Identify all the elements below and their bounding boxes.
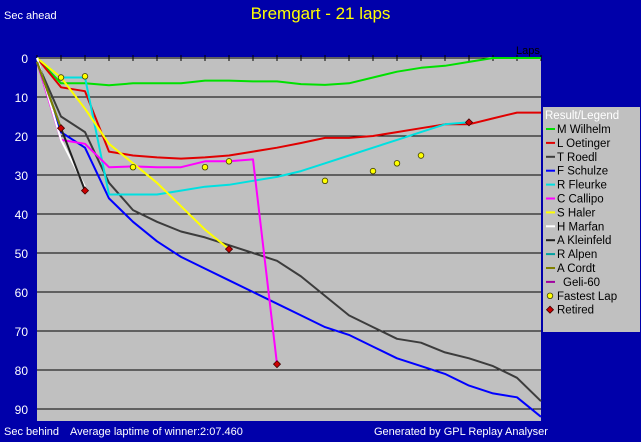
y-tick-label: 10	[15, 91, 29, 105]
series-line	[36, 61, 542, 402]
fastest-lap-marker	[81, 73, 89, 80]
generated-by: Generated by GPL Replay Analyser	[374, 426, 548, 438]
legend-retired-icon	[545, 305, 555, 314]
fastest-lap-marker	[369, 167, 377, 175]
series-line	[36, 57, 541, 87]
legend-box	[543, 107, 640, 332]
fastest-lap-marker	[417, 152, 425, 159]
y-tick-label: 30	[15, 169, 29, 183]
legend-entry: H Marfan	[557, 221, 604, 233]
y-tick-label: 50	[15, 247, 29, 261]
legend-entry: M Wilhelm	[557, 124, 611, 136]
fastest-lap-marker	[129, 163, 137, 171]
legend-entry: S Haler	[557, 207, 596, 219]
series-line	[36, 61, 62, 129]
legend-entry: F Schulze	[557, 166, 608, 178]
retired-marker	[272, 360, 282, 369]
y-tick-label: 40	[15, 208, 29, 222]
legend-entry: C Callipo	[557, 194, 604, 206]
average-laptime: Average laptime of winner:2:07.460	[70, 426, 243, 438]
retired-marker	[56, 124, 66, 133]
legend-title: Result/Legend	[545, 110, 619, 122]
retired-marker	[224, 245, 234, 254]
fastest-lap-marker	[57, 74, 65, 81]
fastest-lap-marker	[393, 160, 401, 167]
y-tick-label: 90	[15, 403, 29, 417]
retired-marker	[464, 118, 474, 127]
legend-fastest-lap-icon	[546, 292, 554, 299]
fastest-lap-marker	[321, 177, 329, 185]
series-line	[36, 61, 542, 418]
plot-area	[37, 57, 541, 421]
series-line	[36, 57, 470, 196]
y-tick-label: 80	[15, 364, 29, 378]
series-line	[36, 61, 278, 365]
retired-marker	[80, 186, 90, 195]
legend-entry: R Alpen	[557, 249, 597, 261]
legend-entry: Geli-60	[563, 277, 600, 289]
top-axis-label: Sec ahead	[4, 10, 57, 22]
chart-title: Bremgart - 21 laps	[250, 4, 391, 23]
y-tick-label: 0	[21, 52, 28, 66]
legend-entry: L Oetinger	[557, 138, 610, 150]
fastest-lap-marker	[201, 163, 209, 171]
legend-entry: A Cordt	[557, 263, 596, 275]
legend-entry: Retired	[557, 305, 594, 317]
x-axis-label: Laps	[516, 45, 540, 57]
bottom-axis-label: Sec behind	[4, 426, 60, 438]
y-tick-label: 20	[15, 130, 29, 144]
fastest-lap-marker	[225, 158, 233, 165]
series-line	[36, 57, 230, 250]
y-tick-label: 60	[15, 286, 29, 300]
legend-entry: R Fleurke	[557, 180, 607, 192]
legend-entry: T Roedl	[557, 152, 597, 164]
legend-entry: Fastest Lap	[557, 291, 617, 303]
legend-entry: A Kleinfeld	[557, 235, 611, 247]
y-tick-label: 70	[15, 325, 29, 339]
